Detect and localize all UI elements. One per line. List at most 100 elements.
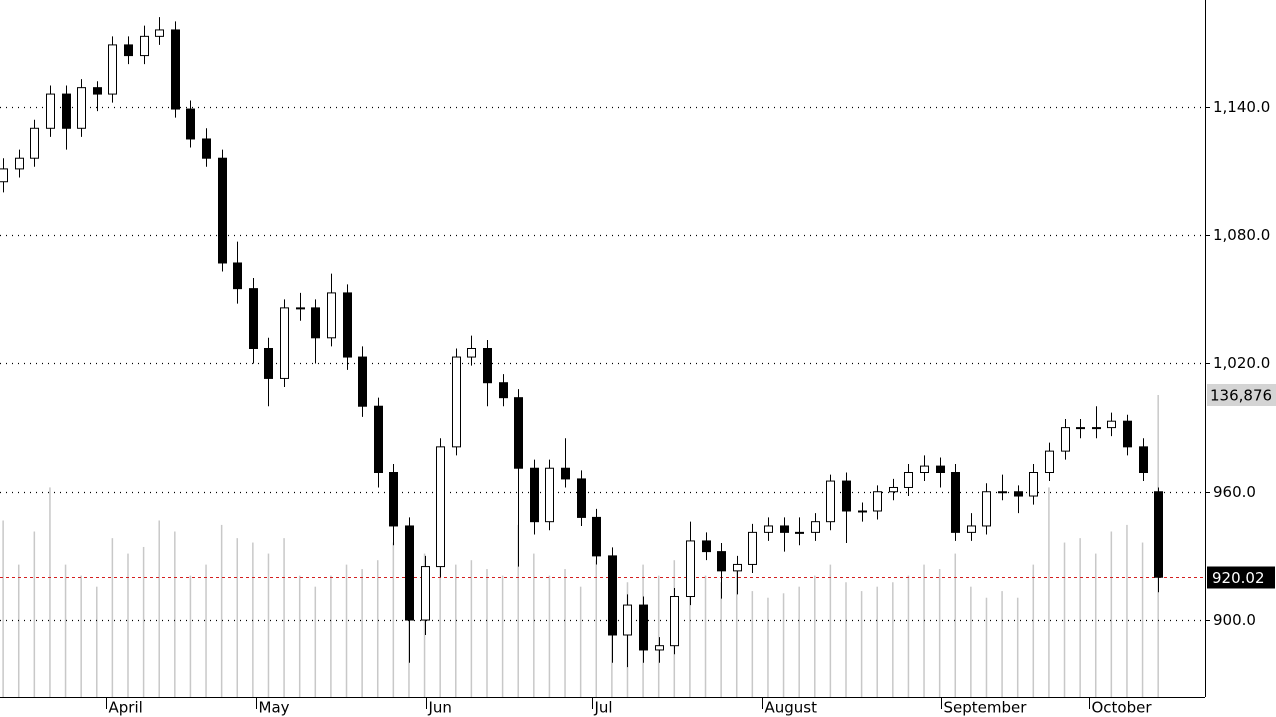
candle-body [967,525,976,533]
volume-bar [814,575,816,697]
volume-bar [376,560,379,697]
volume-bar [486,569,488,697]
candle-body [545,467,554,523]
candle-body [592,516,601,557]
volume-bar [439,520,441,697]
volume-bar [33,531,36,697]
volume-bar [283,538,285,697]
grid-layer [0,106,1205,622]
candle-body [982,491,991,527]
candle-body [717,551,726,572]
volume-bar [548,575,551,697]
volume-bar [345,564,348,697]
candle-body [608,555,617,636]
volume-bar [1032,564,1035,697]
volume-bar [267,553,270,697]
candle-body [1139,446,1148,474]
candle-body [842,480,851,512]
candle-layer [0,17,1163,668]
candle-body [1045,450,1054,474]
candle-body [108,44,117,95]
candle-body [124,44,133,57]
candle-body [452,356,461,448]
volume-bar [470,560,473,697]
candle-body [140,35,149,57]
volume-bar [938,569,941,697]
candle-body [1092,427,1101,430]
volume-bar [2,520,4,697]
x-tick-label: September [944,699,1028,717]
volume-bar [892,582,894,697]
last-volume-box [1207,383,1276,406]
candle-body [62,93,71,129]
candle-body [1029,472,1038,497]
volume-bar [579,586,582,697]
volume-bar [64,564,67,697]
volume-bar [595,560,598,697]
volume-bar [174,531,176,697]
volume-bar [985,597,988,697]
candle-body [93,87,102,95]
volume-bar [501,575,504,697]
volume-bar [205,564,207,697]
candle-body [702,540,711,553]
y-tick-label: 960.0 [1213,483,1256,501]
last-price-box [1207,566,1275,589]
volume-bar [970,586,972,697]
candle-body [670,596,679,647]
candle-body [655,645,664,651]
x-tick-label: May [259,699,290,717]
y-tick-label: 900.0 [1213,611,1256,629]
x-tick-label: August [765,699,818,717]
candle-body [623,604,632,636]
candle-body [155,29,164,37]
volume-bar [1016,597,1019,697]
volume-bar [751,591,754,697]
candle-body [920,465,929,474]
volume-bar [689,553,691,697]
candle-body [514,397,523,469]
x-tick-label: October [1092,699,1153,717]
candle-body [30,127,39,159]
candle-body [15,157,24,170]
candle-body [405,525,414,621]
volume-bar [392,542,395,697]
volume-bar [49,487,51,697]
volume-bar [720,582,722,697]
candle-body [780,525,789,533]
volume-bar [361,569,363,697]
volume-bar [423,553,426,697]
candle-body [311,307,320,339]
candle-body [46,93,55,129]
volume-bar [220,524,223,697]
candle-body [530,467,539,523]
candle-body [733,563,742,572]
candle-body [374,405,383,474]
candle-body [1107,420,1116,429]
x-tick-label: Jun [428,699,452,717]
candle-body [577,478,586,518]
candle-body [358,356,367,407]
candle-body [795,531,804,534]
volume-bar [533,553,535,697]
volume-bar [1110,531,1113,697]
volume-bar [704,575,707,697]
candle-body [951,472,960,533]
candle-body [1014,491,1023,497]
y-tick-label: 1,140.0 [1213,98,1270,116]
volume-bar [1048,487,1050,697]
candle-body [873,491,882,512]
volume-bar [298,575,301,697]
volume-bar [564,569,566,697]
candle-body [499,382,508,399]
x-tick-label: April [109,699,143,717]
candle-body [998,491,1007,494]
candle-body [280,307,289,379]
candle-body [748,531,757,565]
candle-body [202,138,211,159]
candle-body [171,29,180,110]
volume-bar [829,564,832,697]
